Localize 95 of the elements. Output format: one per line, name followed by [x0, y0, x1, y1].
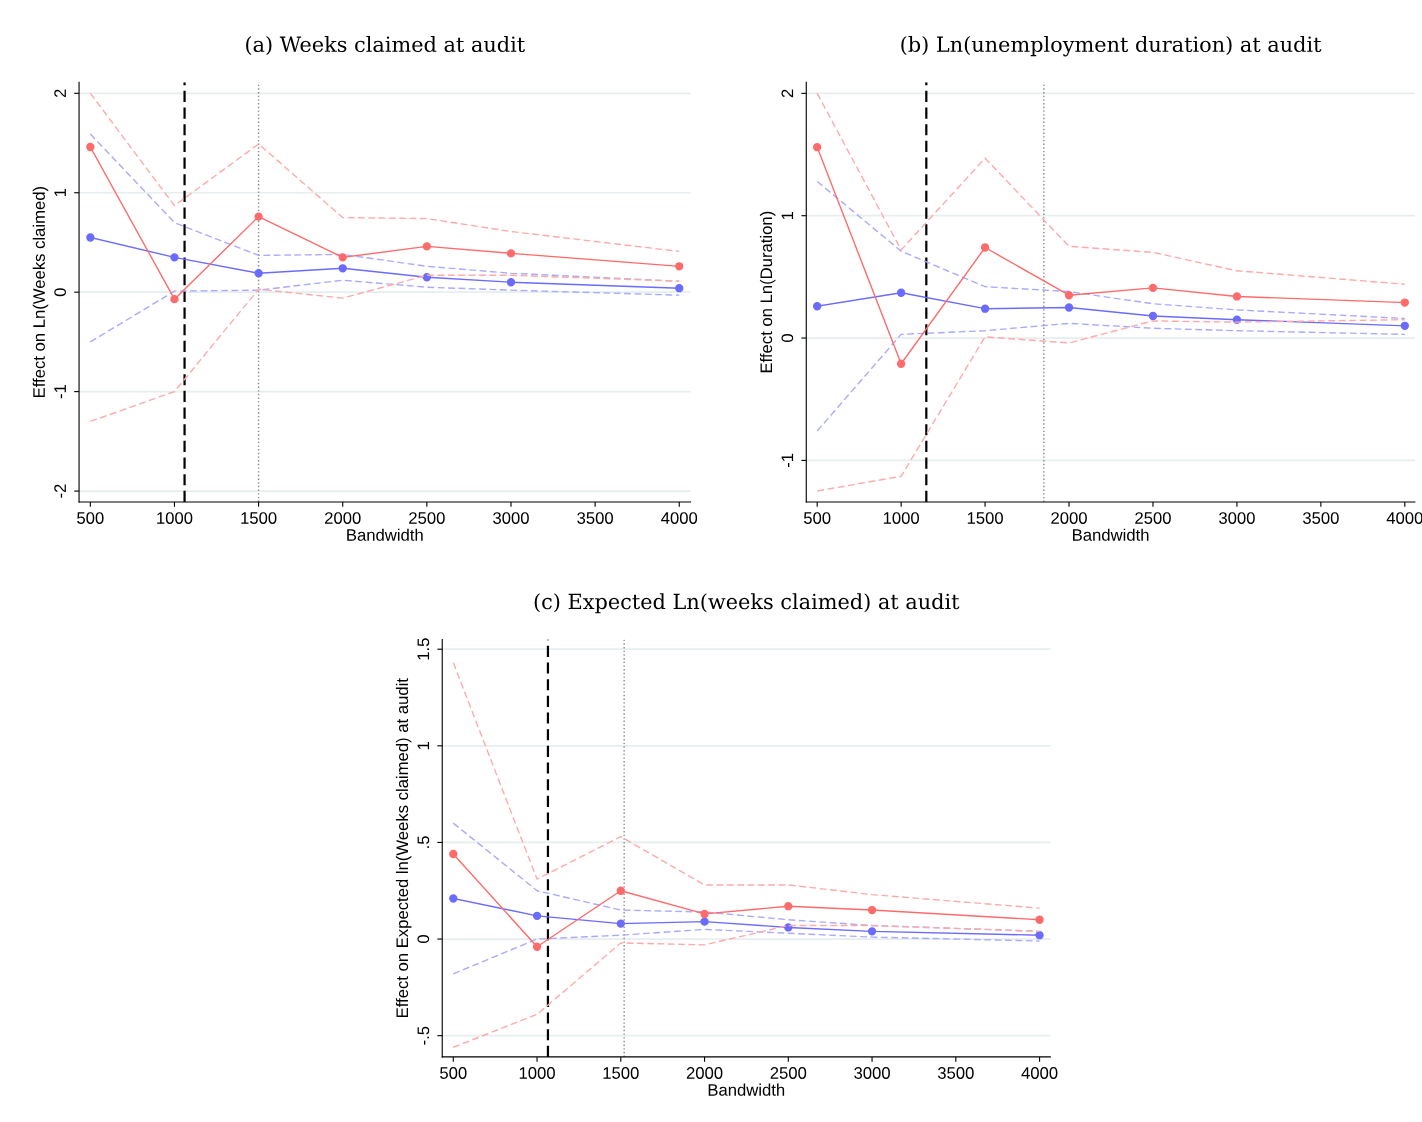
x-tick-label: 4000: [661, 512, 698, 524]
x-axis-title: Bandwidth: [347, 528, 423, 541]
point: [422, 242, 432, 251]
point: [700, 917, 709, 926]
x-tick-label: 2500: [1135, 512, 1171, 524]
x-tick-label: 2000: [686, 1067, 723, 1079]
y-tick-label: -1: [781, 453, 794, 468]
point: [254, 212, 263, 221]
point: [867, 905, 877, 915]
line-series: [89, 274, 680, 423]
chart-title: (b) Ln(unemployment duration) at audit: [901, 35, 1322, 57]
point: [449, 849, 458, 859]
point: [1035, 931, 1044, 940]
point: [254, 269, 263, 278]
point: [532, 911, 542, 921]
point: [422, 273, 432, 282]
y-tick-label: 1: [54, 188, 66, 197]
point: [506, 278, 516, 287]
point: [616, 919, 625, 928]
line-series: [816, 92, 1406, 285]
x-tick-label: 500: [803, 512, 831, 524]
point: [1035, 915, 1044, 924]
line-series: [89, 279, 680, 343]
point: [86, 142, 95, 152]
x-tick-label: 4000: [1021, 1067, 1058, 1079]
x-tick-label: 3500: [1302, 512, 1339, 524]
point: [1148, 311, 1158, 321]
x-tick-label: 1000: [883, 512, 920, 524]
point: [896, 288, 906, 297]
chart-title: (c) Expected Ln(weeks claimed) at audit: [534, 593, 960, 614]
y-tick-label: -.5: [417, 1026, 430, 1045]
point: [813, 302, 822, 311]
x-tick-label: 2000: [325, 512, 361, 524]
point: [1232, 292, 1242, 301]
line-series: [89, 133, 680, 282]
line-series: [816, 322, 1406, 432]
point: [675, 262, 684, 271]
x-tick-label: 1500: [967, 512, 1003, 524]
y-tick-label: 2: [781, 89, 794, 98]
point: [86, 233, 95, 242]
x-tick-label: 1000: [519, 1067, 555, 1079]
x-tick-label: 3500: [937, 1067, 974, 1079]
x-tick-label: 2000: [1051, 512, 1087, 524]
y-tick-label: 1.5: [417, 638, 430, 660]
x-axis-title: Bandwidth: [1073, 528, 1149, 541]
y-tick-label: 2: [54, 89, 66, 98]
y-tick-label: .5: [417, 836, 430, 848]
point: [1064, 303, 1074, 312]
x-tick-label: 3000: [854, 1067, 890, 1079]
point: [784, 902, 793, 911]
point: [1400, 321, 1409, 330]
x-tick-label: 500: [77, 512, 104, 524]
y-tick-label: -1: [54, 385, 66, 399]
y-tick-label: 0: [54, 288, 67, 297]
y-tick-label: -2: [54, 484, 66, 498]
line-series: [816, 180, 1406, 320]
point: [867, 927, 877, 936]
y-tick-label: 0: [781, 334, 794, 343]
point: [1064, 291, 1074, 300]
x-tick-label: 500: [440, 1067, 467, 1079]
x-tick-label: 4000: [1386, 512, 1422, 524]
point: [813, 143, 822, 152]
point: [1400, 298, 1409, 307]
line-series: [452, 662, 1041, 909]
point: [338, 253, 347, 262]
point: [449, 894, 458, 903]
y-tick-label: 0: [417, 935, 430, 944]
x-tick-label: 3000: [1219, 512, 1255, 524]
point: [980, 304, 990, 313]
point: [700, 909, 709, 919]
point: [532, 942, 542, 951]
x-tick-label: 1500: [603, 1067, 639, 1079]
point: [675, 284, 684, 293]
point: [980, 243, 990, 252]
point: [506, 249, 516, 258]
line-series: [89, 92, 680, 253]
y-tick-label: 1: [781, 211, 794, 220]
y-tick-label: 1: [417, 742, 430, 750]
x-tick-label: 3000: [493, 512, 529, 524]
x-tick-label: 2500: [409, 512, 445, 524]
point: [170, 253, 179, 262]
point: [338, 264, 347, 273]
point: [170, 294, 179, 304]
point: [1148, 283, 1158, 293]
y-axis-title: Effect on Ln(Duration): [759, 211, 776, 373]
x-tick-label: 1000: [157, 512, 193, 524]
chart-title: (a) Weeks claimed at audit: [246, 35, 525, 56]
y-axis-title: Effect on Ln(Weeks claimed): [32, 186, 49, 398]
x-tick-label: 1500: [241, 512, 277, 524]
x-axis-title: Bandwidth: [708, 1083, 785, 1096]
x-tick-label: 3500: [577, 512, 614, 524]
x-tick-label: 2500: [770, 1067, 807, 1079]
y-axis-title: Effect on Expected ln(Weeks claimed) at audit: [395, 678, 412, 1018]
point: [616, 886, 625, 895]
point: [896, 359, 906, 368]
